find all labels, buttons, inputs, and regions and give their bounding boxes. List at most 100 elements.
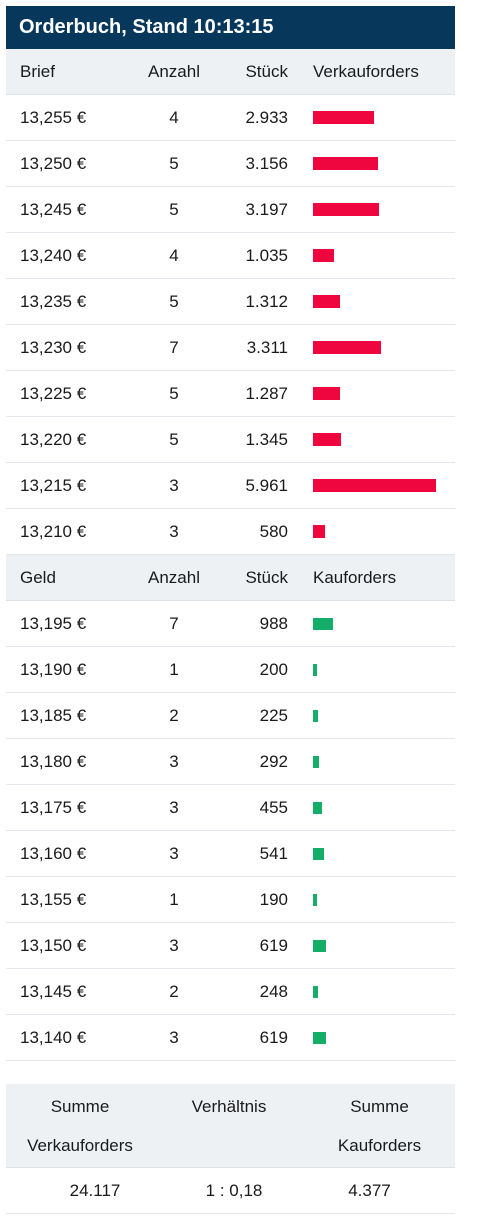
order-bar-cell <box>302 831 455 876</box>
sell-price-header: Brief <box>20 61 55 81</box>
buy-order-row: 13,195 € 7 988 <box>6 601 455 647</box>
buy-sum-label-line1: Summe <box>350 1097 409 1116</box>
order-bar-cell <box>302 969 455 1014</box>
order-count: 4 <box>169 245 179 265</box>
sell-volume-bar <box>313 433 341 446</box>
order-bar-cell <box>302 647 455 692</box>
orderbook-summary: Summe Verkauforders Verhältnis Summe Kau… <box>6 1084 455 1214</box>
order-count: 3 <box>169 1027 179 1047</box>
order-quantity: 455 <box>259 797 288 817</box>
sell-order-row: 13,210 € 3 580 <box>6 509 455 555</box>
order-price: 13,160 € <box>20 843 87 863</box>
order-quantity: 619 <box>259 935 288 955</box>
order-price: 13,225 € <box>20 383 87 403</box>
sell-header-row: Brief Anzahl Stück Verkauforders <box>6 49 455 95</box>
order-count: 3 <box>169 521 179 541</box>
sell-volume-bar <box>313 157 378 170</box>
order-count: 7 <box>169 337 179 357</box>
buy-order-row: 13,180 € 3 292 <box>6 739 455 785</box>
orderbook: Orderbuch, Stand 10:13:15 Brief Anzahl S… <box>6 6 455 1061</box>
buy-volume-bar <box>313 985 318 998</box>
order-bar-cell <box>302 463 455 508</box>
buy-order-row: 13,160 € 3 541 <box>6 831 455 877</box>
sell-volume-bar <box>313 295 340 308</box>
order-bar-cell <box>302 1015 455 1060</box>
sell-sum-label-line2: Verkauforders <box>27 1136 133 1155</box>
sell-order-row: 13,245 € 5 3.197 <box>6 187 455 233</box>
order-quantity: 3.311 <box>246 337 288 357</box>
buy-total: 4.377 <box>348 1180 391 1200</box>
order-price: 13,145 € <box>20 981 87 1001</box>
order-quantity: 1.287 <box>245 383 288 403</box>
sell-order-row: 13,215 € 3 5.961 <box>6 463 455 509</box>
buy-volume-bar <box>313 663 317 676</box>
order-bar-cell <box>302 141 455 186</box>
sell-count-header: Anzahl <box>148 61 200 81</box>
ratio-label-text: Verhältnis <box>191 1097 267 1116</box>
sell-sum-label: Summe Verkauforders <box>6 1084 154 1167</box>
sell-sum-label-line1: Summe <box>50 1097 110 1116</box>
order-price: 13,150 € <box>20 935 87 955</box>
order-price: 13,250 € <box>20 153 87 173</box>
sell-order-row: 13,225 € 5 1.287 <box>6 371 455 417</box>
sell-order-row: 13,235 € 5 1.312 <box>6 279 455 325</box>
sell-volume-bar <box>313 525 325 538</box>
order-quantity: 1.035 <box>245 245 288 265</box>
order-bar-cell <box>302 601 455 646</box>
buy-count-header: Anzahl <box>148 567 200 587</box>
order-count: 1 <box>169 889 179 909</box>
order-price: 13,240 € <box>20 245 87 265</box>
order-quantity: 292 <box>259 751 288 771</box>
buy-volume-bar <box>313 1031 326 1044</box>
order-quantity: 1.312 <box>245 291 288 311</box>
order-price: 13,155 € <box>20 889 87 909</box>
buy-order-row: 13,190 € 1 200 <box>6 647 455 693</box>
order-quantity: 2.933 <box>245 107 288 127</box>
sell-volume-bar <box>313 111 374 124</box>
order-count: 1 <box>169 659 179 679</box>
buy-volume-bar <box>313 939 326 952</box>
order-quantity: 580 <box>259 521 288 541</box>
buy-volume-bar <box>313 755 319 768</box>
order-price: 13,190 € <box>20 659 87 679</box>
buy-volume-bar <box>313 617 333 630</box>
order-count: 5 <box>169 199 179 219</box>
order-count: 3 <box>169 475 179 495</box>
buy-order-row: 13,150 € 3 619 <box>6 923 455 969</box>
order-count: 2 <box>169 981 179 1001</box>
order-price: 13,235 € <box>20 291 87 311</box>
order-price: 13,180 € <box>20 751 87 771</box>
sell-order-row: 13,240 € 4 1.035 <box>6 233 455 279</box>
order-quantity: 200 <box>259 659 288 679</box>
buy-volume-bar <box>313 893 317 906</box>
order-quantity: 225 <box>259 705 288 725</box>
order-price: 13,220 € <box>20 429 87 449</box>
order-bar-cell <box>302 187 455 232</box>
order-price: 13,140 € <box>20 1027 87 1047</box>
sell-order-row: 13,255 € 4 2.933 <box>6 95 455 141</box>
buy-volume-bar <box>313 709 318 722</box>
order-bar-cell <box>302 739 455 784</box>
order-quantity: 1.345 <box>245 429 288 449</box>
order-count: 5 <box>169 429 179 449</box>
order-price: 13,210 € <box>20 521 87 541</box>
order-bar-cell <box>302 233 455 278</box>
order-bar-cell <box>302 417 455 462</box>
order-count: 7 <box>169 613 179 633</box>
buy-order-row: 13,185 € 2 225 <box>6 693 455 739</box>
order-quantity: 619 <box>259 1027 288 1047</box>
sell-volume-bar <box>313 479 436 492</box>
buy-qty-header: Stück <box>245 567 288 587</box>
order-bar-cell <box>302 923 455 968</box>
order-price: 13,255 € <box>20 107 87 127</box>
order-count: 5 <box>169 291 179 311</box>
order-price: 13,185 € <box>20 705 87 725</box>
sell-volume-bar <box>313 341 381 354</box>
buy-sum-label: Summe Kauforders <box>304 1084 455 1167</box>
buy-order-row: 13,155 € 1 190 <box>6 877 455 923</box>
order-quantity: 988 <box>259 613 288 633</box>
sell-bar-header: Verkauforders <box>313 61 419 81</box>
order-bar-cell <box>302 785 455 830</box>
order-quantity: 5.961 <box>245 475 288 495</box>
buy-volume-bar <box>313 847 324 860</box>
